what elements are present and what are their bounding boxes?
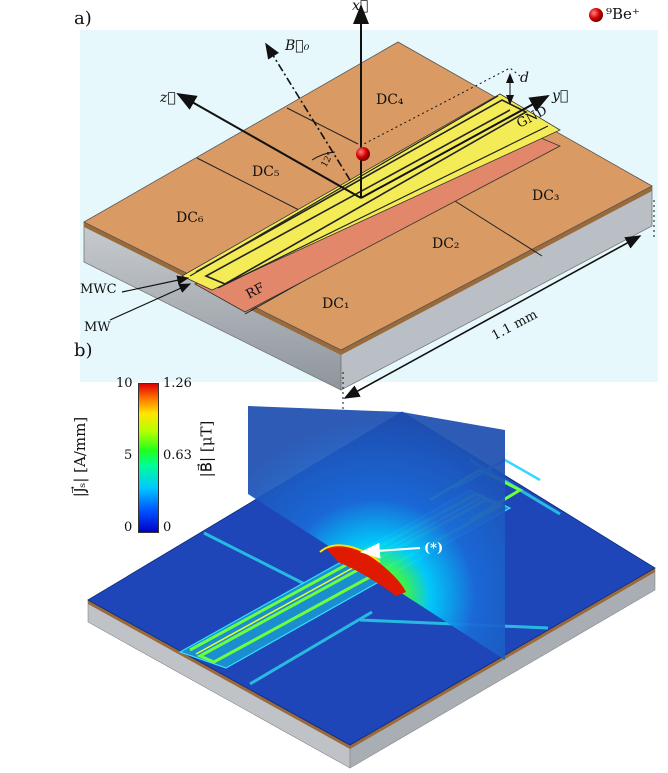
b-tick-min: 0 [163, 520, 172, 535]
chip-b [87, 406, 656, 769]
current-hotspot [326, 544, 406, 596]
ion-label: ⁹Be⁺ [606, 5, 640, 23]
y-axis-arrow [360, 95, 550, 199]
z-axis-arrow [176, 93, 362, 199]
mw-pointer [109, 283, 192, 321]
coordinate-axes [176, 4, 550, 199]
z-axis-label: z⃗ [160, 90, 176, 106]
d-label: d [520, 70, 529, 86]
angle-arc [311, 151, 336, 161]
mwc-pointer [121, 275, 190, 293]
panel-label-a: a) [74, 8, 92, 29]
x-axis-label: x⃗ [352, 0, 369, 14]
d-guide-line [359, 67, 521, 147]
dc2-label: DC₂ [432, 236, 460, 252]
y-axis-label: y⃗ [552, 88, 569, 104]
mwc-label: MWC [80, 282, 117, 297]
b-tick-mid: 0.63 [163, 448, 192, 463]
j-axis-label: |J⃗ₛ| [A/mm] [71, 416, 90, 498]
dc6-label: DC₆ [176, 210, 204, 226]
b-tick-max: 1.26 [163, 376, 192, 391]
b0-label: B⃗₀ [285, 38, 310, 54]
dc4-label: DC₄ [376, 92, 404, 108]
colorbar [138, 383, 159, 533]
size-dimension-arrow [343, 235, 642, 399]
b-axis-label: |B⃗| [μT] [197, 420, 216, 478]
ion-legend-sphere [589, 8, 603, 22]
dc5-label: DC₅ [252, 164, 280, 180]
panel-label-b: b) [74, 340, 93, 361]
hotspot-arrow [360, 542, 421, 559]
field-slice [248, 406, 505, 660]
hotspot-marker: (*) [424, 541, 444, 556]
j-tick-max: 10 [116, 376, 133, 391]
ion-sphere [356, 147, 370, 161]
dc3-label: DC₃ [532, 188, 560, 204]
j-tick-min: 0 [124, 520, 133, 535]
mw-label: MW [84, 320, 111, 335]
mw-conductor [195, 99, 528, 285]
dc1-label: DC₁ [322, 296, 350, 312]
j-tick-mid: 5 [124, 448, 133, 463]
b0-arrow [265, 42, 351, 181]
